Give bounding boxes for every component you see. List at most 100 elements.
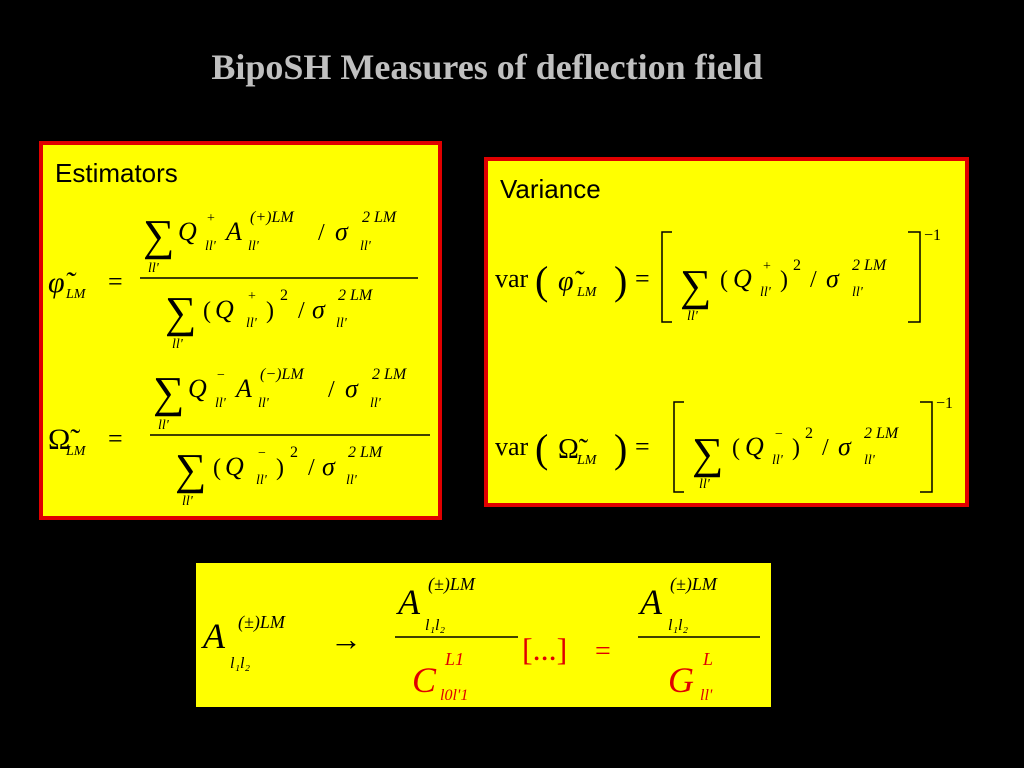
math-symbol: ) <box>276 455 284 481</box>
math-symbol: 2 LM <box>348 444 384 461</box>
math-symbol: A <box>201 616 226 656</box>
math-symbol: 2 LM <box>852 257 888 274</box>
variance-box <box>484 157 969 507</box>
math-symbol: ll' <box>246 316 258 331</box>
math-symbol: ∑ <box>175 445 206 494</box>
math-symbol: σ <box>826 264 840 293</box>
math-symbol: G <box>668 660 694 700</box>
math-symbol: ll' <box>360 239 372 254</box>
math-symbol: −1 <box>924 227 941 244</box>
math-symbol: ll' <box>864 453 876 468</box>
math-symbol: ) <box>614 258 627 303</box>
math-symbol: l0l'1 <box>440 687 468 704</box>
relation-box <box>196 563 771 707</box>
math-symbol: ll' <box>772 453 784 468</box>
math-symbol: ) <box>792 435 800 461</box>
math-symbol: ll' <box>258 396 270 411</box>
math-symbol: var <box>495 432 529 461</box>
math-symbol: ∑ <box>153 368 184 417</box>
math-symbol: ∑ <box>165 288 196 337</box>
math-symbol: 2 LM <box>338 287 374 304</box>
math-symbol: Q <box>733 264 752 293</box>
math-symbol: −1 <box>936 395 953 412</box>
math-symbol: = <box>635 264 650 293</box>
math-symbol: / <box>328 377 335 403</box>
math-symbol: ∑ <box>692 429 723 478</box>
math-symbol: ( <box>535 258 548 303</box>
estimators-label: Estimators <box>55 158 178 188</box>
math-symbol: (±)LM <box>238 612 286 633</box>
math-symbol: ll' <box>205 239 217 254</box>
math-symbol: → <box>330 621 362 657</box>
math-symbol: l₁l₂ <box>668 617 688 634</box>
math-symbol: = <box>635 432 650 461</box>
math-symbol: / <box>308 455 315 481</box>
math-symbol: ll' <box>148 261 160 276</box>
math-symbol: ∑ <box>680 261 711 310</box>
math-symbol: ll' <box>700 687 713 704</box>
math-symbol: LM <box>65 444 87 459</box>
math-symbol: LM <box>576 285 598 300</box>
math-symbol: 2 <box>805 425 813 442</box>
math-symbol: / <box>298 298 305 324</box>
math-symbol: (±)LM <box>428 574 476 595</box>
math-symbol: + <box>248 289 256 304</box>
math-symbol: ll' <box>346 473 358 488</box>
math-symbol: ) <box>780 267 788 293</box>
math-symbol: ll' <box>172 337 184 352</box>
math-symbol: − <box>775 427 783 442</box>
math-symbol: ll' <box>760 285 772 300</box>
math-symbol: = <box>108 424 123 453</box>
math-symbol: / <box>822 435 829 461</box>
math-symbol: A <box>638 582 663 622</box>
math-symbol: Q <box>215 295 234 324</box>
math-symbol: / <box>810 267 817 293</box>
math-symbol: Q <box>745 432 764 461</box>
math-symbol: ( <box>203 298 211 324</box>
bracket <box>661 231 921 323</box>
math-symbol: 2 <box>793 257 801 274</box>
math-symbol: ( <box>732 435 740 461</box>
math-symbol: C <box>412 660 437 700</box>
math-symbol: 2 <box>290 444 298 461</box>
math-symbol: ( <box>535 426 548 471</box>
estimators-box <box>39 141 442 520</box>
math-symbol: A <box>224 217 242 246</box>
math-symbol: A <box>234 374 252 403</box>
math-symbol: / <box>318 220 325 246</box>
math-symbol: Q <box>178 217 197 246</box>
variance-label: Variance <box>500 174 601 204</box>
math-symbol: L1 <box>444 649 464 669</box>
math-symbol: var <box>495 264 529 293</box>
math-symbol: (+)LM <box>250 209 295 226</box>
math-symbol: ll' <box>248 239 260 254</box>
math-symbol: ( <box>213 455 221 481</box>
math-symbol: ll' <box>370 396 382 411</box>
math-symbol: − <box>258 446 266 461</box>
math-symbol: ll' <box>158 418 170 433</box>
bracket <box>673 401 933 493</box>
math-symbol: σ <box>322 452 336 481</box>
math-symbol: Q <box>188 374 207 403</box>
math-symbol: L <box>702 649 713 669</box>
math-symbol: ll' <box>256 473 268 488</box>
math-symbol: ll' <box>687 309 699 324</box>
math-symbol: σ <box>312 295 326 324</box>
math-symbol: = <box>108 267 123 296</box>
slide-title: BipoSH Measures of deflection field <box>211 47 762 87</box>
math-symbol: = <box>595 636 611 667</box>
math-symbol: ∑ <box>143 211 174 260</box>
math-symbol: 2 LM <box>372 366 408 383</box>
math-symbol: + <box>207 211 215 226</box>
math-symbol: LM <box>576 453 598 468</box>
math-symbol: 2 LM <box>864 425 900 442</box>
math-symbol: ) <box>614 426 627 471</box>
math-symbol: ) <box>266 298 274 324</box>
math-symbol: (±)LM <box>670 574 718 595</box>
math-symbol: l₁l₂ <box>425 617 445 634</box>
math-symbol: + <box>763 259 771 274</box>
math-symbol: ( <box>720 267 728 293</box>
math-symbol: ll' <box>182 494 194 509</box>
math-symbol: σ <box>345 374 359 403</box>
